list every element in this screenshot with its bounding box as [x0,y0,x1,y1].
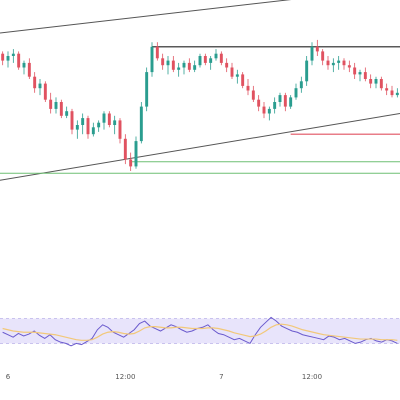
candle-body [315,46,319,52]
candle-body [214,53,218,59]
candle-body [385,88,389,91]
candle-body [155,46,159,59]
candle-body [123,138,127,160]
candle-body [49,99,53,109]
candle-body [33,76,37,89]
x-tick-label: 12:00 [115,373,135,381]
x-tick-label: 6 [6,373,11,381]
lower-trendline [0,113,400,181]
candle-body [1,53,5,61]
candle-body [17,53,21,68]
price-levels [0,0,400,181]
candle-body [182,62,186,68]
candle-body [230,67,234,77]
candle-body [219,53,223,63]
candle-body [11,53,15,56]
candle-body [353,67,357,75]
upper-trendline [0,0,292,34]
candle-body [150,46,154,73]
candle-body [257,99,261,107]
candle-body [129,159,133,167]
candle-body [347,65,351,68]
candle-body [278,95,282,102]
candle-body [299,81,303,89]
candle-body [38,83,42,89]
candle-body [395,92,399,96]
candle-body [86,118,90,135]
candle-body [321,51,325,61]
candle-body [390,90,394,96]
candle-body [273,102,277,109]
oscillator-band [0,318,400,344]
candle-body [27,62,31,77]
candle-body [107,113,111,125]
candle-body [65,111,69,116]
oscillator-signal-line [2,323,398,341]
candle-body [22,62,26,68]
candle-body [241,74,245,86]
candle-body [283,95,287,107]
candle-body [246,85,250,91]
candle-body [331,62,335,66]
candle-body [6,56,10,61]
candle-body [363,72,367,79]
candle-body [294,88,298,98]
candle-body [326,60,330,66]
candle-body [75,125,79,130]
candle-body [97,122,101,128]
candle-body [289,97,293,107]
candle-body [187,62,191,70]
candle-body [198,56,202,66]
candle-body [145,72,149,107]
candle-body [54,102,58,109]
candle-body [209,58,213,63]
candle-body [337,60,341,63]
x-tick-label: 7 [219,373,223,381]
candle-body [251,90,255,100]
candle-body [342,60,346,66]
x-tick-label: 12:00 [302,373,322,381]
candle-body [358,72,362,75]
candle-body [171,60,175,70]
candle-body [43,83,47,100]
oscillator-main-line [2,316,398,347]
candle-body [262,106,266,114]
candle-body [91,127,95,135]
price-panel [0,0,400,298]
candle-body [59,102,63,116]
candle-body [305,60,309,82]
candle-body [374,79,378,84]
candle-body [118,120,122,139]
candle-body [113,120,117,125]
candle-body [102,113,106,123]
candle-body [134,141,138,167]
candle-body [235,74,239,77]
candle-body [177,67,181,70]
candle-body [166,60,170,66]
candle-body [139,106,143,142]
candle-body [161,58,165,66]
candle-body [193,65,197,70]
candles [1,39,399,171]
oscillator-lines [0,316,400,347]
candle-body [267,108,271,114]
candle-body [225,62,229,68]
candle-body [203,56,207,63]
candle-body [369,79,373,84]
candle-body [70,111,74,130]
candle-body [81,118,85,125]
candle-body [310,46,314,61]
candle-body [379,79,383,89]
